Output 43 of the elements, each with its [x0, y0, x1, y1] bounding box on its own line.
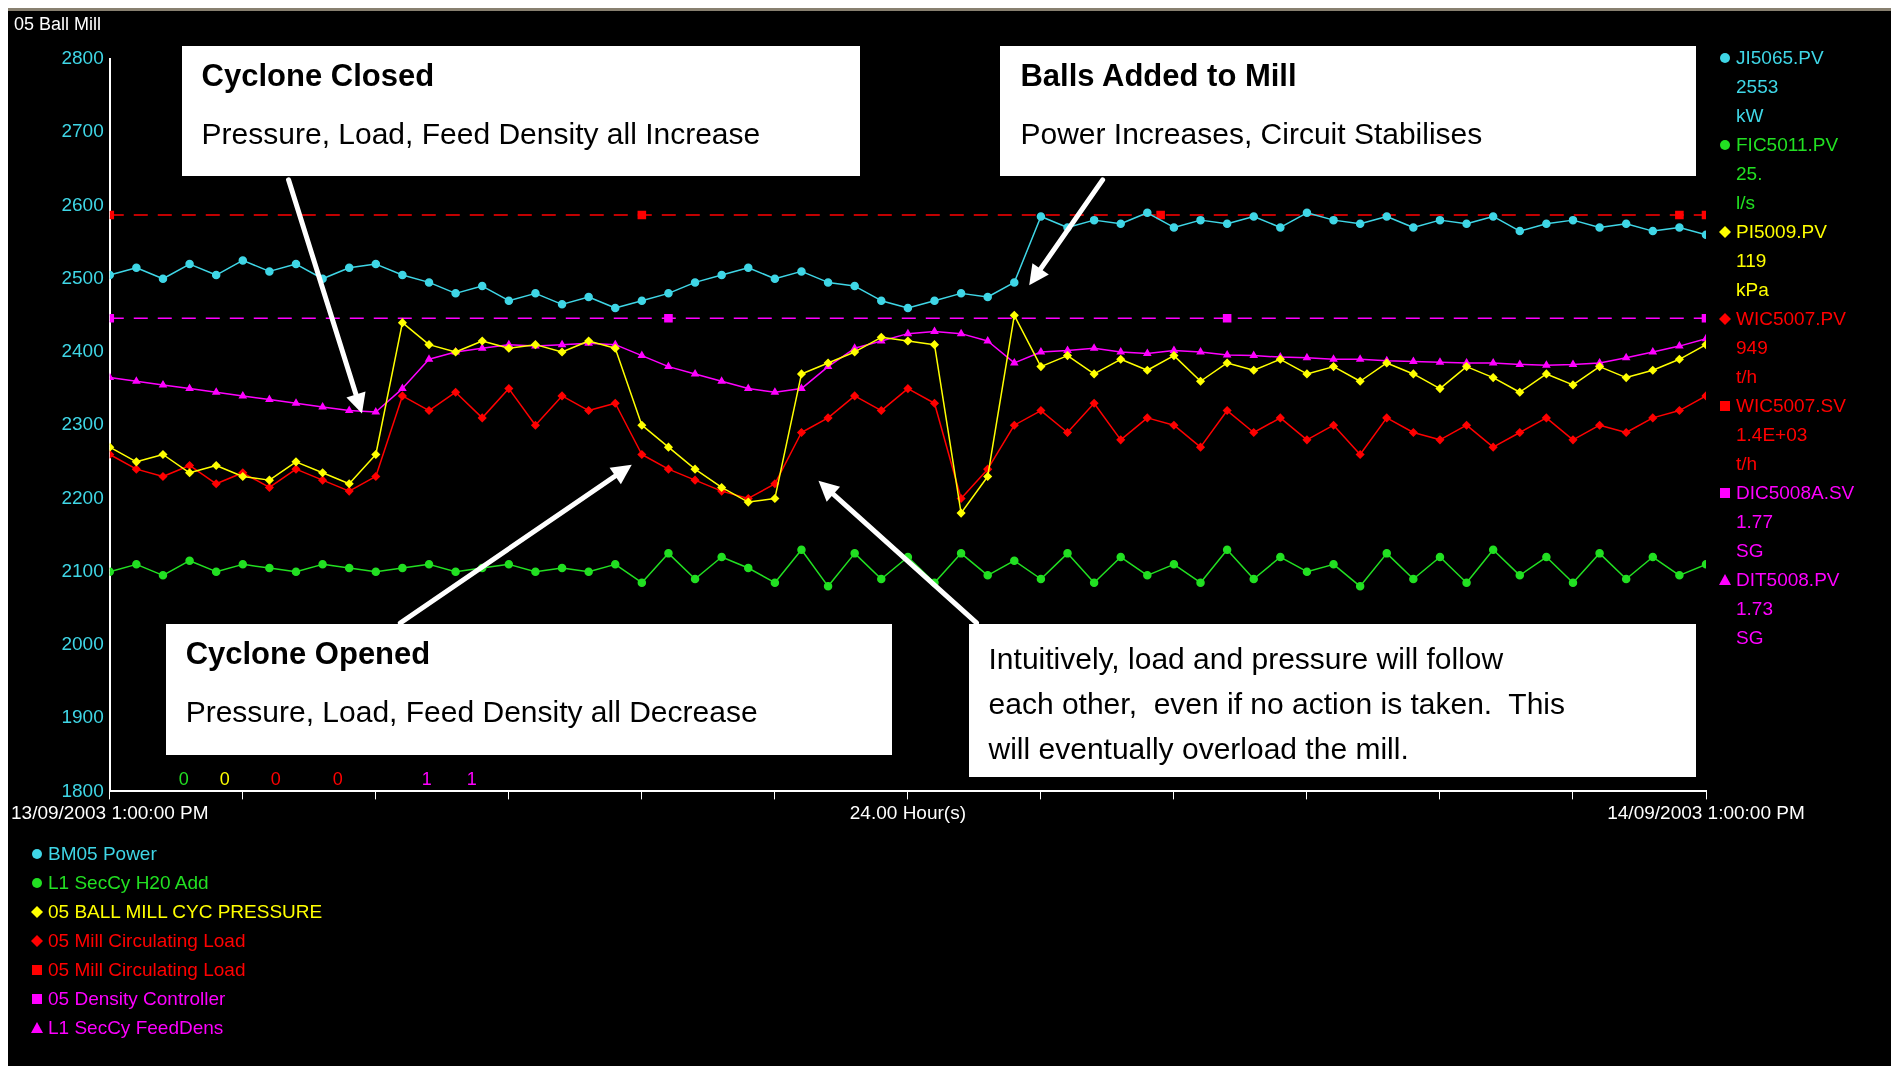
legend-label: L1 SecCy H20 Add: [48, 871, 209, 894]
annotation: 0: [219, 769, 230, 790]
y-tick-label: 2500: [61, 266, 104, 288]
y-tick-label: 2700: [61, 120, 104, 142]
callout-box: Cyclone Opened Pressure, Load, Feed Density all Decrease: [165, 624, 892, 755]
y-tick-label: 2400: [61, 340, 104, 362]
y-tick-label: 2000: [61, 633, 104, 655]
legend-label: L1 SecCy FeedDens: [48, 1016, 224, 1039]
legend-label: 05 Density Controller: [48, 987, 226, 1010]
annotation: 1: [421, 769, 432, 790]
annotation: Cyclone Closed Pressure, Load, Feed Density all Increase: [201, 57, 762, 152]
text: FIC5011.PV 25. l/s: [1736, 133, 1839, 214]
chart-title: 05 Ball Mill: [13, 13, 103, 35]
legend-label: 05 Mill Circulating Load: [48, 958, 246, 981]
callout-box: Intuitively, load and pressure will follow each other, even if no action is taken. This will eventually overload the mill.: [968, 624, 1697, 777]
y-tick-label: 2100: [61, 559, 104, 581]
text: JI5065.PV 2553 kW: [1736, 46, 1824, 127]
annotation: 1: [466, 769, 477, 790]
annotation: 0: [332, 769, 343, 790]
legend-label: 05 BALL MILL CYC PRESSURE: [48, 900, 323, 923]
annotation: Intuitively, load and pressure will follow each other, even if no action is taken. This will eventually overload the mill.: [988, 641, 1566, 768]
callout-box: Balls Added to Mill Power Increases, Circuit Stabilises: [1000, 45, 1697, 177]
y-tick-label: 1900: [61, 706, 104, 728]
y-tick-label: 2200: [61, 486, 104, 508]
y-tick-label: 2600: [61, 193, 104, 215]
callout-box: Cyclone Closed Pressure, Load, Feed Density all Increase: [181, 45, 860, 177]
text: PI5009.PV 119 kPa: [1736, 220, 1827, 301]
y-tick-label: 2800: [61, 47, 104, 69]
legend-label: BM05 Power: [48, 842, 157, 865]
annotation: 0: [270, 769, 281, 790]
text: WIC5007.SV 1.4E+03 t/h: [1736, 394, 1846, 475]
x-tick-label: 13/09/2003 1:00:00 PM: [11, 802, 209, 824]
annotation: Balls Added to Mill Power Increases, Circuit Stabilises: [1020, 57, 1484, 152]
legend-label: 05 Mill Circulating Load: [48, 929, 246, 952]
annotation: Cyclone Opened Pressure, Load, Feed Density all Decrease: [185, 636, 759, 731]
text: DIT5008.PV 1.73 SG: [1736, 568, 1840, 649]
text: DIC5008A.SV 1.77 SG: [1736, 481, 1855, 562]
x-axis-title: 24.00 Hour(s): [849, 801, 966, 823]
x-tick-label: 14/09/2003 1:00:00 PM: [1607, 802, 1805, 824]
y-tick-label: 2300: [61, 413, 104, 435]
y-tick-label: 1800: [61, 779, 104, 801]
annotation: 0: [178, 769, 189, 790]
text: WIC5007.PV 949 t/h: [1736, 307, 1846, 388]
